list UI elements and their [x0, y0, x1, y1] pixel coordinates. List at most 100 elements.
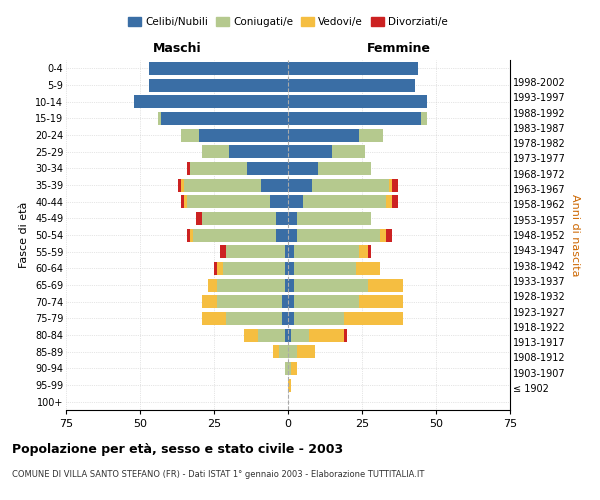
Bar — [202, 312, 226, 325]
Bar — [309, 328, 344, 342]
Bar — [214, 262, 217, 275]
Bar — [297, 228, 380, 241]
Bar — [223, 262, 285, 275]
Bar — [187, 195, 270, 208]
Bar — [202, 295, 217, 308]
Bar — [217, 278, 285, 291]
Bar — [226, 312, 282, 325]
Bar — [288, 295, 294, 308]
Bar — [288, 328, 291, 342]
Bar — [294, 312, 344, 325]
Bar — [149, 78, 288, 92]
Bar — [285, 278, 288, 291]
Bar — [181, 195, 184, 208]
Bar — [344, 328, 347, 342]
Bar — [262, 178, 288, 192]
Bar — [244, 328, 259, 342]
Bar — [187, 228, 190, 241]
Bar — [285, 245, 288, 258]
Bar — [270, 195, 288, 208]
Bar — [303, 195, 386, 208]
Bar — [288, 112, 421, 125]
Bar — [288, 95, 427, 108]
Bar — [282, 295, 288, 308]
Text: Popolazione per età, sesso e stato civile - 2003: Popolazione per età, sesso e stato civil… — [12, 442, 343, 456]
Bar — [285, 328, 288, 342]
Bar — [288, 228, 297, 241]
Bar — [184, 195, 187, 208]
Bar — [421, 112, 427, 125]
Bar — [392, 178, 398, 192]
Bar — [288, 62, 418, 75]
Bar — [344, 312, 403, 325]
Bar — [220, 245, 226, 258]
Bar — [291, 328, 309, 342]
Bar — [149, 62, 288, 75]
Bar — [288, 195, 303, 208]
Bar — [359, 128, 383, 141]
Bar — [294, 278, 368, 291]
Legend: Celibi/Nubili, Coniugati/e, Vedovi/e, Divorziati/e: Celibi/Nubili, Coniugati/e, Vedovi/e, Di… — [124, 12, 452, 31]
Text: Maschi: Maschi — [152, 42, 202, 55]
Bar — [288, 145, 332, 158]
Y-axis label: Fasce di età: Fasce di età — [19, 202, 29, 268]
Bar — [190, 228, 193, 241]
Bar — [392, 195, 398, 208]
Bar — [184, 178, 262, 192]
Bar — [294, 295, 359, 308]
Bar — [380, 228, 386, 241]
Bar — [202, 145, 229, 158]
Bar — [368, 278, 403, 291]
Bar — [282, 312, 288, 325]
Bar — [247, 162, 288, 175]
Bar — [297, 212, 371, 225]
Bar — [294, 245, 359, 258]
Bar — [288, 312, 294, 325]
Bar — [359, 245, 368, 258]
Bar — [279, 345, 288, 358]
Bar — [193, 228, 276, 241]
Bar — [389, 178, 392, 192]
Bar — [288, 178, 311, 192]
Bar — [288, 362, 291, 375]
Bar — [226, 245, 285, 258]
Bar — [359, 295, 403, 308]
Bar — [187, 162, 190, 175]
Bar — [291, 362, 297, 375]
Bar — [259, 328, 285, 342]
Bar — [288, 78, 415, 92]
Bar — [202, 212, 276, 225]
Y-axis label: Anni di nascita: Anni di nascita — [569, 194, 580, 276]
Bar — [196, 212, 202, 225]
Bar — [285, 362, 288, 375]
Bar — [317, 162, 371, 175]
Bar — [134, 95, 288, 108]
Bar — [288, 262, 294, 275]
Bar — [386, 228, 392, 241]
Bar — [199, 128, 288, 141]
Bar — [276, 228, 288, 241]
Bar — [217, 262, 223, 275]
Bar — [386, 195, 392, 208]
Bar — [288, 378, 291, 392]
Bar — [229, 145, 288, 158]
Bar — [288, 245, 294, 258]
Bar — [181, 178, 184, 192]
Bar — [158, 112, 161, 125]
Bar — [178, 178, 181, 192]
Text: Femmine: Femmine — [367, 42, 431, 55]
Bar — [288, 128, 359, 141]
Bar — [276, 212, 288, 225]
Bar — [288, 278, 294, 291]
Bar — [181, 128, 199, 141]
Bar — [208, 278, 217, 291]
Bar — [288, 212, 297, 225]
Bar — [190, 162, 247, 175]
Bar — [356, 262, 380, 275]
Bar — [368, 245, 371, 258]
Bar — [161, 112, 288, 125]
Text: COMUNE DI VILLA SANTO STEFANO (FR) - Dati ISTAT 1° gennaio 2003 - Elaborazione T: COMUNE DI VILLA SANTO STEFANO (FR) - Dat… — [12, 470, 424, 479]
Bar — [285, 262, 288, 275]
Bar — [311, 178, 389, 192]
Bar — [288, 162, 317, 175]
